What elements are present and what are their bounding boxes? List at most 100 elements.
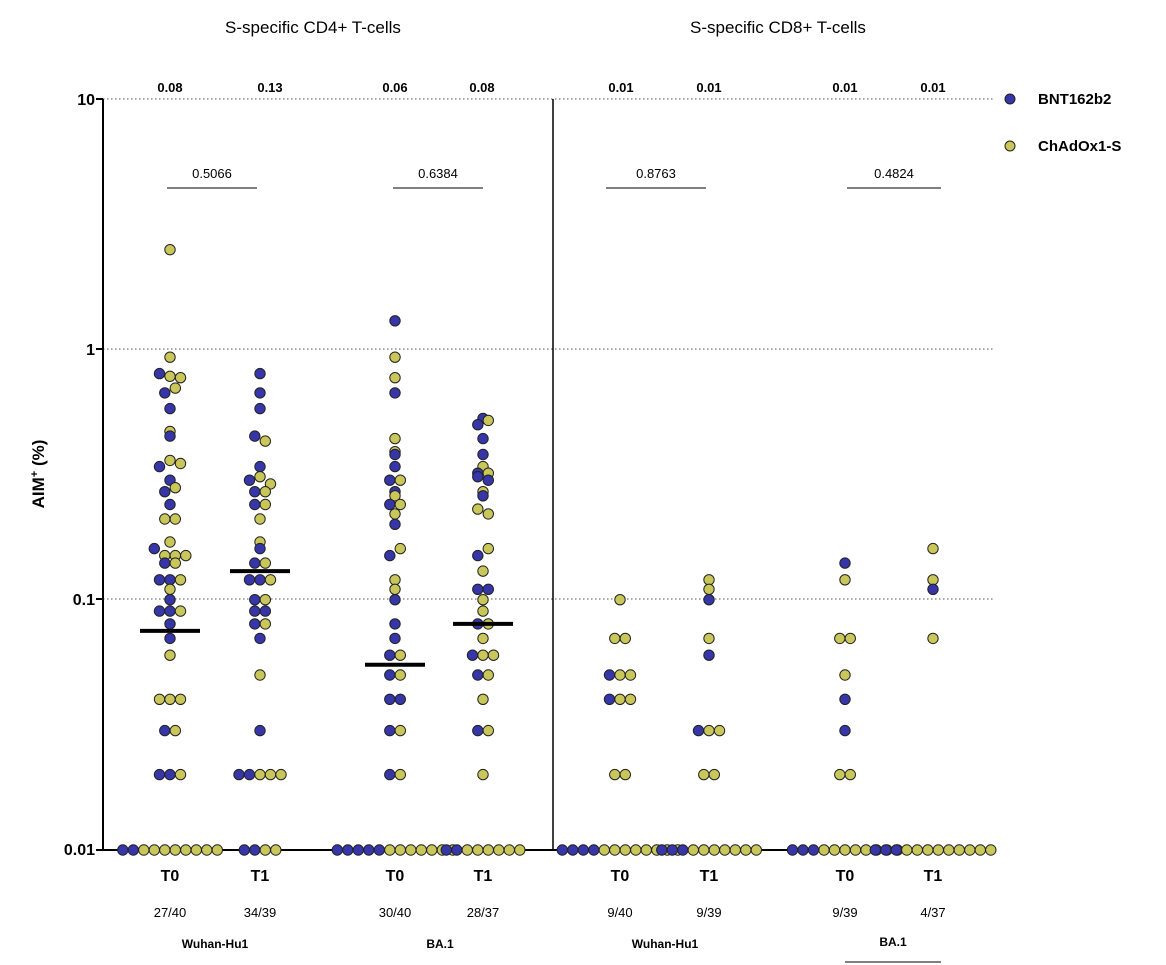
data-point-chadox1s	[390, 373, 400, 383]
data-point-chadox1s	[165, 694, 175, 704]
data-point-bnt162b2	[332, 845, 342, 855]
data-point-bnt162b2	[165, 499, 175, 509]
data-point-chadox1s	[625, 694, 635, 704]
data-point-bnt162b2	[604, 694, 614, 704]
data-point-chadox1s	[610, 633, 620, 643]
data-point-bnt162b2	[390, 519, 400, 529]
data-point-chadox1s	[170, 558, 180, 568]
data-point-chadox1s	[473, 845, 483, 855]
data-point-chadox1s	[944, 845, 954, 855]
data-point-chadox1s	[610, 769, 620, 779]
data-point-bnt162b2	[787, 845, 797, 855]
data-point-bnt162b2	[255, 575, 265, 585]
data-point-bnt162b2	[473, 584, 483, 594]
data-point-bnt162b2	[678, 845, 688, 855]
median-label: 0.01	[920, 80, 945, 95]
data-point-bnt162b2	[928, 584, 938, 594]
data-point-chadox1s	[933, 845, 943, 855]
responder-fraction: 4/37	[920, 905, 945, 920]
data-point-chadox1s	[483, 543, 493, 553]
data-point-chadox1s	[170, 383, 180, 393]
data-point-bnt162b2	[255, 368, 265, 378]
data-point-chadox1s	[478, 566, 488, 576]
data-point-chadox1s	[599, 845, 609, 855]
data-point-chadox1s	[395, 845, 405, 855]
data-point-bnt162b2	[441, 845, 451, 855]
data-point-bnt162b2	[118, 845, 128, 855]
data-point-bnt162b2	[165, 769, 175, 779]
y-axis-label: AIM+ (%)	[29, 440, 48, 509]
data-point-chadox1s	[260, 619, 270, 629]
data-point-bnt162b2	[870, 845, 880, 855]
data-point-chadox1s	[462, 845, 472, 855]
data-point-chadox1s	[615, 694, 625, 704]
data-point-bnt162b2	[473, 725, 483, 735]
data-point-bnt162b2	[693, 725, 703, 735]
data-point-bnt162b2	[478, 433, 488, 443]
data-point-bnt162b2	[385, 499, 395, 509]
data-point-bnt162b2	[244, 575, 254, 585]
data-point-chadox1s	[975, 845, 985, 855]
data-point-bnt162b2	[385, 694, 395, 704]
median-label: 0.01	[832, 80, 857, 95]
data-point-bnt162b2	[390, 461, 400, 471]
p-value-label: 0.4824	[874, 166, 914, 181]
data-point-chadox1s	[175, 694, 185, 704]
median-label: 0.01	[608, 80, 633, 95]
data-point-chadox1s	[260, 595, 270, 605]
data-point-chadox1s	[730, 845, 740, 855]
data-point-chadox1s	[620, 633, 630, 643]
data-point-chadox1s	[265, 769, 275, 779]
data-point-chadox1s	[212, 845, 222, 855]
data-point-bnt162b2	[374, 845, 384, 855]
data-point-chadox1s	[928, 543, 938, 553]
data-point-chadox1s	[427, 845, 437, 855]
data-point-chadox1s	[478, 606, 488, 616]
data-point-chadox1s	[175, 575, 185, 585]
data-point-chadox1s	[928, 575, 938, 585]
data-point-chadox1s	[902, 845, 912, 855]
data-point-chadox1s	[478, 595, 488, 605]
data-point-bnt162b2	[667, 845, 677, 855]
data-point-bnt162b2	[568, 845, 578, 855]
data-point-chadox1s	[181, 845, 191, 855]
panel-title-cd8: S-specific CD8+ T-cells	[690, 18, 866, 37]
data-point-chadox1s	[165, 537, 175, 547]
legend-marker-chadox1s	[1005, 141, 1015, 151]
p-value-label: 0.8763	[636, 166, 676, 181]
data-point-chadox1s	[165, 245, 175, 255]
data-point-chadox1s	[709, 769, 719, 779]
x-tick-label: T0	[611, 868, 630, 885]
data-point-chadox1s	[615, 670, 625, 680]
data-point-chadox1s	[923, 845, 933, 855]
data-point-bnt162b2	[250, 558, 260, 568]
data-point-chadox1s	[845, 633, 855, 643]
data-point-chadox1s	[615, 595, 625, 605]
data-point-chadox1s	[954, 845, 964, 855]
data-point-chadox1s	[165, 455, 175, 465]
data-point-bnt162b2	[255, 633, 265, 643]
data-point-chadox1s	[416, 845, 426, 855]
data-point-bnt162b2	[250, 845, 260, 855]
data-point-bnt162b2	[160, 388, 170, 398]
data-point-bnt162b2	[395, 694, 405, 704]
data-point-chadox1s	[850, 845, 860, 855]
data-point-bnt162b2	[364, 845, 374, 855]
data-point-chadox1s	[986, 845, 996, 855]
data-point-bnt162b2	[891, 845, 901, 855]
data-point-bnt162b2	[160, 487, 170, 497]
data-point-chadox1s	[385, 845, 395, 855]
data-point-bnt162b2	[473, 670, 483, 680]
data-point-bnt162b2	[385, 650, 395, 660]
data-point-bnt162b2	[390, 449, 400, 459]
data-point-chadox1s	[260, 558, 270, 568]
data-point-chadox1s	[504, 845, 514, 855]
data-point-bnt162b2	[798, 845, 808, 855]
median-label: 0.13	[257, 80, 282, 95]
median-label: 0.08	[469, 80, 494, 95]
data-points	[118, 245, 996, 856]
data-point-chadox1s	[395, 543, 405, 553]
y-tick-label: 10	[77, 92, 95, 109]
data-point-chadox1s	[709, 845, 719, 855]
data-point-chadox1s	[165, 650, 175, 660]
